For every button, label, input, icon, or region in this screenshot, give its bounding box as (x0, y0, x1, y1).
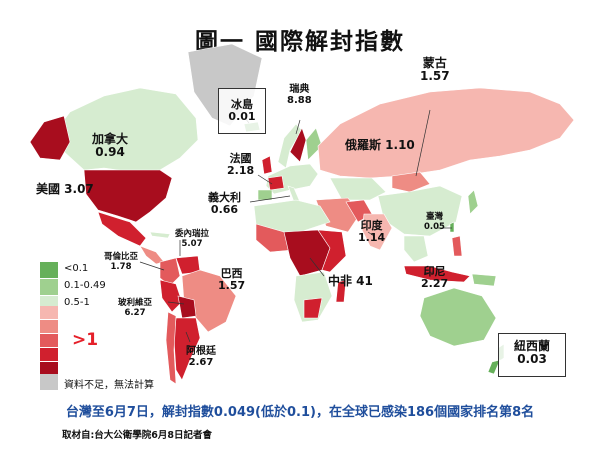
mongolia-region (391, 171, 431, 193)
japan-region (467, 189, 479, 215)
label-iceland: 冰島 0.01 (218, 88, 266, 134)
caribbean-region (149, 231, 171, 239)
label-venezuela: 委內瑞拉 5.07 (175, 229, 210, 249)
west-africa-region (255, 223, 293, 253)
leader-line (423, 271, 435, 274)
france-region (267, 175, 285, 191)
spain-region (257, 189, 273, 201)
uk-region (261, 155, 273, 175)
label-brazil: 巴西 1.57 (218, 267, 246, 293)
usa-region (83, 169, 173, 223)
peru-region (159, 279, 183, 313)
label-france: 法國 2.18 (227, 152, 255, 178)
papua-region (471, 273, 497, 287)
legend-swatch-gt1 (40, 306, 58, 319)
india-region (361, 213, 393, 251)
new-zealand-region-south (487, 359, 501, 375)
label-italy: 義大利 0.66 (208, 191, 241, 217)
legend-label: 0.1-0.49 (64, 280, 106, 291)
label-colombia: 哥倫比亞 1.78 (104, 252, 139, 272)
kazakhstan-region (329, 177, 387, 201)
southern-africa-red-region (303, 297, 323, 319)
legend-swatch-gt1 (40, 362, 58, 375)
legend-swatch-na (40, 374, 58, 390)
philippines-region (451, 235, 463, 257)
alaska-region (29, 115, 71, 161)
label-taiwan: 臺灣 0.05 (424, 212, 445, 232)
bolivia-region (177, 295, 197, 319)
australia-region (419, 287, 497, 347)
russia-region (317, 87, 575, 179)
taiwan-region (449, 221, 455, 233)
leader-line (367, 231, 375, 237)
label-new-zealand: 紐西蘭 0.03 (498, 333, 566, 377)
label-indonesia: 印尼 2.27 (421, 265, 449, 291)
leader-line (139, 261, 165, 271)
label-russia: 俄羅斯 1.10 (345, 138, 415, 152)
label-usa: 美國 3.07 (36, 182, 94, 196)
east-africa-region (317, 229, 347, 273)
se-asia-region (403, 235, 429, 263)
madagascar-region (335, 279, 347, 303)
legend-na-label: 資料不足，無法計算 (64, 380, 154, 391)
legend-swatch-gt1 (40, 348, 58, 361)
label-mongolia: 蒙古 1.57 (420, 56, 450, 84)
label-india: 印度 1.14 (358, 219, 386, 245)
legend-label: <0.1 (64, 263, 89, 274)
label-sweden: 瑞典 8.88 (287, 84, 312, 107)
label-car: 中非 41 (328, 274, 373, 288)
label-bolivia: 玻利維亞 6.27 (118, 298, 153, 318)
leader-line (185, 331, 191, 343)
leader-line (249, 195, 291, 203)
legend-swatch (40, 262, 58, 278)
colombia-region (159, 257, 181, 287)
indonesia-region (403, 265, 471, 283)
legend-label: 0.5-1 (64, 297, 90, 308)
canada-region (57, 87, 199, 173)
leader-line (167, 301, 185, 305)
chile-region (165, 311, 177, 385)
legend-swatch (40, 279, 58, 295)
legend-swatch-gt1 (40, 334, 58, 347)
bottom-summary: 台灣至6月7日，解封指數0.049(低於0.1)，在全球已感染186個國家排名第… (65, 405, 535, 420)
china-region (377, 185, 463, 237)
legend-swatch-gt1 (40, 320, 58, 333)
legend-gt1-label: >1 (72, 330, 99, 350)
leader-line (257, 174, 273, 185)
central-america-region (139, 245, 165, 265)
leader-line (415, 109, 431, 177)
label-argentina: 阿根廷 2.67 (186, 346, 216, 369)
south-africa-region (293, 271, 333, 323)
leader-line (295, 119, 301, 135)
leader-line (309, 257, 325, 277)
label-canada: 加拿大 0.94 (92, 132, 129, 160)
source-note: 取材自:台大公衛學院6月8日記者會 (62, 430, 213, 441)
